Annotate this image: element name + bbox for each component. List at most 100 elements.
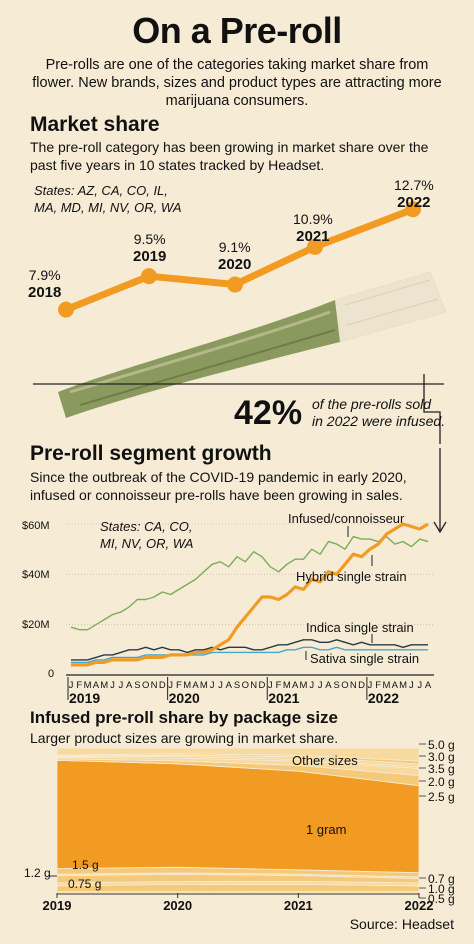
month-tick-label: J	[268, 680, 273, 691]
month-tick-label: M	[383, 680, 391, 691]
year-label: 2021	[268, 690, 300, 706]
month-tick-label: J	[218, 680, 223, 691]
size-label: 0.7 g	[428, 872, 455, 886]
states-line: States: AZ, CA, CO, IL,	[34, 183, 168, 198]
month-tick-label: S	[234, 680, 240, 691]
point-label-2021: 10.9% 2021	[293, 210, 333, 246]
size-label: 5.0 g	[428, 738, 455, 752]
size-label: 2.0 g	[428, 775, 455, 789]
point-label-2019: 9.5% 2019	[133, 230, 166, 266]
y-tick: $60M	[22, 520, 50, 532]
package-title: Infused pre-roll share by package size	[30, 708, 339, 727]
point-pct: 7.9%	[28, 267, 61, 283]
month-tick-label: N	[250, 680, 257, 691]
point-pct: 9.1%	[218, 239, 251, 255]
market-share-states: States: AZ, CA, CO, IL, MA, MD, MI, NV, …	[34, 182, 182, 216]
series-line-hybrid	[70, 535, 429, 631]
segment-states: States: CA, CO, MI, NV, OR, WA	[100, 518, 193, 552]
month-tick-label: D	[358, 680, 365, 691]
size-label: 0.5 g	[428, 892, 455, 906]
month-tick-label: J	[69, 680, 74, 691]
pre-roll-illustration	[58, 272, 446, 418]
callout-note: of the pre-rolls sold in 2022 were infus…	[312, 396, 445, 430]
band-label-other: Other sizes	[292, 753, 358, 768]
month-tick-label: N	[350, 680, 357, 691]
size-label: 1.0 g	[428, 882, 455, 896]
segment-text: Since the outbreak of the COVID-19 pande…	[30, 469, 407, 503]
month-tick-label: J	[168, 680, 173, 691]
series-line-infused	[71, 522, 429, 667]
month-tick-label: M	[84, 680, 92, 691]
year-label: 2020	[163, 898, 193, 913]
intro-text: Pre-rolls are one of the categories taki…	[32, 57, 442, 109]
left-label-1-2g: 1.2 g	[24, 866, 51, 880]
month-tick-label: A	[425, 680, 432, 691]
states-line: States: CA, CO,	[100, 519, 193, 534]
states-line: MA, MD, MI, NV, OR, WA	[34, 200, 182, 215]
series-label-hybrid: Hybrid single strain	[296, 569, 407, 584]
band-label-0-75g: 0.75 g	[68, 877, 102, 891]
point-year: 2019	[133, 248, 167, 265]
year-label: 2019	[42, 898, 72, 913]
series-line-sativa	[71, 646, 428, 664]
month-tick-label: J	[368, 680, 373, 691]
point-pct: 10.9%	[293, 211, 333, 227]
year-label: 2022	[404, 898, 434, 913]
year-label: 2020	[168, 690, 200, 706]
source-credit: Source: Headset	[349, 916, 454, 932]
market-share-point	[307, 238, 323, 255]
month-tick-label: A	[325, 680, 332, 691]
series-label-sativa: Sativa single strain	[310, 651, 420, 666]
point-pct: 12.7%	[394, 177, 434, 193]
market-share-point	[58, 301, 74, 318]
year-label: 2021	[283, 898, 313, 913]
band-label-1-5g: 1.5 g	[72, 858, 99, 872]
month-tick-label: M	[300, 680, 308, 691]
month-tick-label: M	[100, 680, 108, 691]
market-share-point	[141, 268, 157, 285]
point-pct: 9.5%	[133, 231, 166, 247]
size-label: 2.5 g	[428, 790, 455, 804]
callout-line: of the pre-rolls sold	[312, 396, 432, 412]
month-tick-label: A	[126, 680, 133, 691]
y-tick: $20M	[22, 619, 50, 631]
point-year: 2022	[397, 194, 431, 211]
month-tick-label: J	[118, 680, 123, 691]
month-tick-label: J	[210, 680, 215, 691]
package-text: Larger product sizes are growing in mark…	[30, 730, 339, 746]
month-tick-label: J	[409, 680, 414, 691]
month-tick-label: M	[183, 680, 191, 691]
market-share-text: The pre-roll category has been growing i…	[30, 139, 429, 173]
market-share-title: Market share	[30, 113, 160, 136]
month-tick-label: D	[259, 680, 266, 691]
month-tick-label: F	[375, 680, 381, 691]
market-share-point	[405, 201, 421, 218]
page-title: On a Pre-roll	[132, 10, 342, 51]
month-tick-label: S	[134, 680, 140, 691]
size-label: 3.5 g	[428, 762, 455, 776]
month-tick-label: A	[93, 680, 100, 691]
month-tick-label: J	[417, 680, 422, 691]
market-share-point	[227, 276, 243, 293]
segment-title: Pre-roll segment growth	[30, 442, 272, 465]
callout-percent: 42%	[234, 394, 303, 432]
month-tick-label: M	[200, 680, 208, 691]
month-tick-label: O	[242, 680, 249, 691]
point-year: 2018	[28, 284, 62, 301]
band-label-one-gram: 1 gram	[306, 822, 347, 837]
month-tick-label: A	[292, 680, 299, 691]
band-other-sizes	[56, 747, 420, 762]
arrow-head-icon	[433, 521, 447, 534]
month-tick-label: J	[318, 680, 323, 691]
point-year: 2021	[296, 228, 330, 245]
month-tick-label: F	[176, 680, 182, 691]
month-tick-label: M	[399, 680, 407, 691]
month-tick-label: O	[142, 680, 149, 691]
month-tick-label: A	[392, 680, 399, 691]
series-line-indica	[71, 639, 428, 661]
point-year: 2020	[218, 256, 252, 273]
callout-line: in 2022 were infused.	[312, 413, 446, 429]
